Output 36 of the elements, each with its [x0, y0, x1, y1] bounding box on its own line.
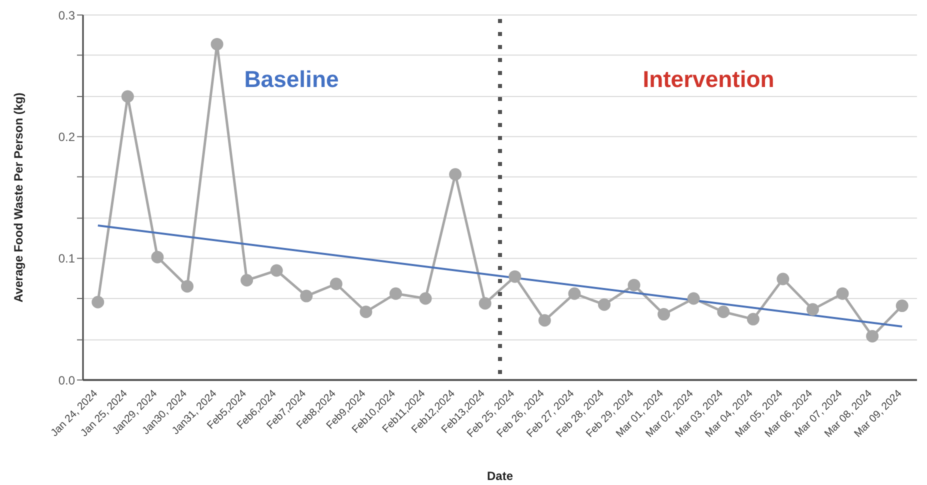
point	[419, 292, 432, 305]
point	[300, 290, 313, 302]
point	[121, 90, 134, 103]
point	[92, 296, 104, 308]
y-tick-label: 0.0	[58, 373, 76, 388]
point	[717, 306, 730, 318]
point	[390, 287, 402, 300]
y-axis-title: Average Food Waste Per Person (kg)	[11, 92, 26, 302]
point	[360, 306, 372, 318]
y-tick-label: 0.3	[58, 8, 76, 22]
point	[181, 280, 194, 293]
point	[598, 298, 610, 311]
point	[746, 312, 760, 326]
point	[240, 274, 254, 286]
point	[776, 272, 790, 286]
point	[478, 297, 492, 310]
point	[210, 38, 224, 50]
point	[449, 168, 462, 181]
point	[687, 292, 700, 305]
point	[270, 264, 283, 277]
point	[628, 278, 640, 292]
annotation: Baseline	[244, 66, 339, 92]
point	[836, 287, 849, 300]
point	[151, 250, 164, 264]
annotation: Intervention	[642, 66, 774, 92]
point	[568, 287, 581, 300]
point	[508, 270, 522, 283]
point	[866, 330, 879, 342]
point	[896, 300, 908, 312]
point	[658, 308, 670, 321]
point	[806, 303, 819, 316]
point	[330, 278, 342, 290]
point	[538, 314, 551, 327]
y-tick-label: 0.2	[58, 130, 76, 144]
x-axis-title: Date	[486, 469, 514, 483]
y-tick-label: 0.1	[58, 252, 76, 266]
